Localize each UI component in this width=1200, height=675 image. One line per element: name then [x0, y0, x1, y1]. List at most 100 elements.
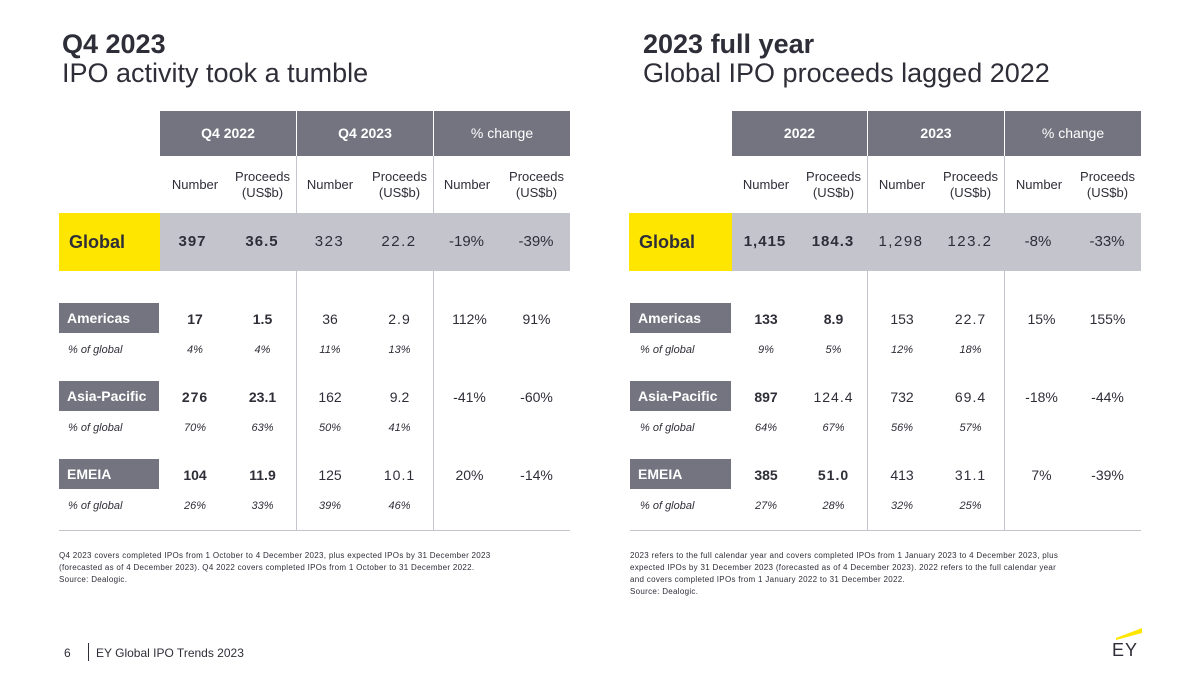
left-asia-pacific-value: -60% [520, 389, 553, 405]
right-americas-pct-label: % of global [640, 344, 695, 356]
left-asia-pacific-pct: 41% [388, 422, 411, 434]
ey-logo-icon [1116, 628, 1142, 640]
left-americas-pct: 11% [319, 344, 341, 356]
left-asia-pacific-pct: 70% [183, 422, 207, 434]
right-asia-pacific-pct-label: % of global [640, 422, 695, 434]
right-subheader-proceeds: Proceeds (US$b) [1080, 169, 1135, 200]
left-emeia-value: 104 [183, 467, 207, 483]
right-header-divider [867, 111, 868, 156]
right-footnote-line: 2023 refers to the full calendar year an… [630, 551, 1059, 560]
left-global-band: 397 36.5 323 22.2 -19% -39% [160, 213, 570, 271]
right-americas-value: 15% [1027, 311, 1056, 327]
right-header-band [732, 111, 1141, 156]
right-subheader-number: Number [742, 177, 790, 192]
right-subheader-number: Number [878, 177, 926, 192]
right-asia-pacific-pct: 57% [959, 422, 982, 434]
right-global-band: 1,415 184.3 1,298 123.2 -8% -33% [732, 213, 1141, 271]
left-emeia-pct-label: % of global [68, 500, 123, 512]
right-asia-pacific-value: 732 [890, 389, 914, 405]
left-subheader-proceeds: Proceeds (US$b) [509, 169, 564, 200]
left-column-divider [433, 156, 434, 530]
right-column-divider [867, 156, 868, 530]
right-americas-pct: 12% [890, 344, 914, 356]
right-americas-value: 22.7 [954, 311, 987, 327]
left-subheader-proceeds: Proceeds (US$b) [372, 169, 427, 200]
right-global-value: 1,298 [878, 233, 924, 250]
right-footnote-line: expected IPOs by 31 December 2023 (forec… [630, 563, 1057, 572]
left-header-q4-2022: Q4 2022 [201, 125, 255, 141]
footer-divider [88, 643, 89, 661]
left-emeia-pct: 26% [183, 500, 207, 512]
right-subtitle: Global IPO proceeds lagged 2022 [643, 58, 1050, 88]
right-subheader-proceeds: Proceeds (US$b) [806, 169, 861, 200]
right-emeia-pct: 28% [822, 500, 845, 512]
left-header-pct-change: % change [470, 125, 534, 141]
left-americas-value: 36 [322, 311, 338, 327]
right-global-value: 1,415 [743, 233, 787, 250]
footer-title: EY Global IPO Trends 2023 [96, 646, 244, 660]
right-asia-pacific-value: -18% [1025, 389, 1058, 405]
left-subheader-proceeds: Proceeds (US$b) [235, 169, 290, 200]
left-header-divider [433, 111, 434, 156]
left-americas-value: 112% [452, 311, 487, 327]
right-global-value: 184.3 [811, 233, 855, 250]
right-footnote-source: Source: Dealogic. [630, 587, 699, 596]
left-americas-value: 2.9 [388, 311, 411, 327]
left-column-divider [296, 156, 297, 530]
left-americas-value: 91% [522, 311, 551, 327]
left-americas-value: 17 [187, 311, 203, 327]
left-subheader-number: Number [171, 177, 219, 192]
left-title: Q4 2023 [62, 29, 166, 59]
left-region-asia-pacific: Asia-Pacific [59, 381, 159, 411]
right-emeia-value: 51.0 [817, 467, 850, 483]
right-americas-value: 155% [1089, 311, 1126, 327]
left-global-value: 323 [314, 233, 345, 250]
left-global-value: -39% [518, 233, 554, 250]
left-global-label: Global [59, 213, 160, 271]
left-asia-pacific-pct: 50% [318, 422, 342, 434]
right-column-divider [1004, 156, 1005, 530]
left-subtitle: IPO activity took a tumble [62, 58, 369, 88]
right-asia-pacific-pct: 67% [822, 422, 845, 434]
ey-logo-text: EY [1112, 640, 1139, 660]
left-emeia-value: 10.1 [383, 467, 416, 483]
left-emeia-pct: 39% [318, 500, 342, 512]
right-asia-pacific-pct: 56% [890, 422, 914, 434]
right-global-value: -8% [1024, 233, 1052, 250]
left-asia-pacific-pct-label: % of global [68, 422, 123, 434]
right-asia-pacific-value: -44% [1091, 389, 1124, 405]
left-asia-pacific-value: 162 [318, 389, 342, 405]
left-emeia-value: 125 [318, 467, 342, 483]
right-emeia-pct-label: % of global [640, 500, 695, 512]
right-global-label: Global [629, 213, 732, 271]
left-emeia-pct: 46% [388, 500, 411, 512]
right-global-value: -33% [1089, 233, 1125, 250]
left-americas-pct: 4% [254, 344, 271, 356]
left-footnote-line: Q4 2023 covers completed IPOs from 1 Oct… [59, 551, 491, 560]
right-subheader-proceeds: Proceeds (US$b) [943, 169, 998, 200]
right-header-2023: 2023 [920, 125, 952, 141]
right-americas-pct: 18% [959, 344, 982, 356]
right-emeia-value: 7% [1031, 467, 1052, 483]
left-americas-pct-label: % of global [68, 344, 123, 356]
left-subheader-number: Number [443, 177, 491, 192]
left-table-bottom-rule [59, 530, 570, 531]
left-global-value: 36.5 [245, 233, 279, 250]
right-americas-value: 8.9 [823, 311, 844, 327]
right-americas-value: 153 [890, 311, 914, 327]
left-region-americas: Americas [59, 303, 159, 333]
left-americas-pct: 4% [187, 344, 203, 356]
left-emeia-pct: 33% [251, 500, 274, 512]
right-americas-pct: 5% [825, 344, 842, 356]
right-asia-pacific-pct: 64% [754, 422, 778, 434]
right-emeia-pct: 32% [890, 500, 914, 512]
left-asia-pacific-value: 9.2 [389, 389, 410, 405]
left-subheader-number: Number [306, 177, 354, 192]
right-emeia-value: 385 [754, 467, 778, 483]
right-header-pct-change: % change [1041, 125, 1105, 141]
right-table-bottom-rule [630, 530, 1141, 531]
left-asia-pacific-value: 276 [181, 389, 209, 405]
left-footnote: Q4 2023 covers completed IPOs from 1 Oct… [59, 550, 579, 586]
left-footnote-line: (forecasted as of 4 December 2023). Q4 2… [59, 563, 475, 572]
left-global-value: 22.2 [381, 233, 417, 250]
